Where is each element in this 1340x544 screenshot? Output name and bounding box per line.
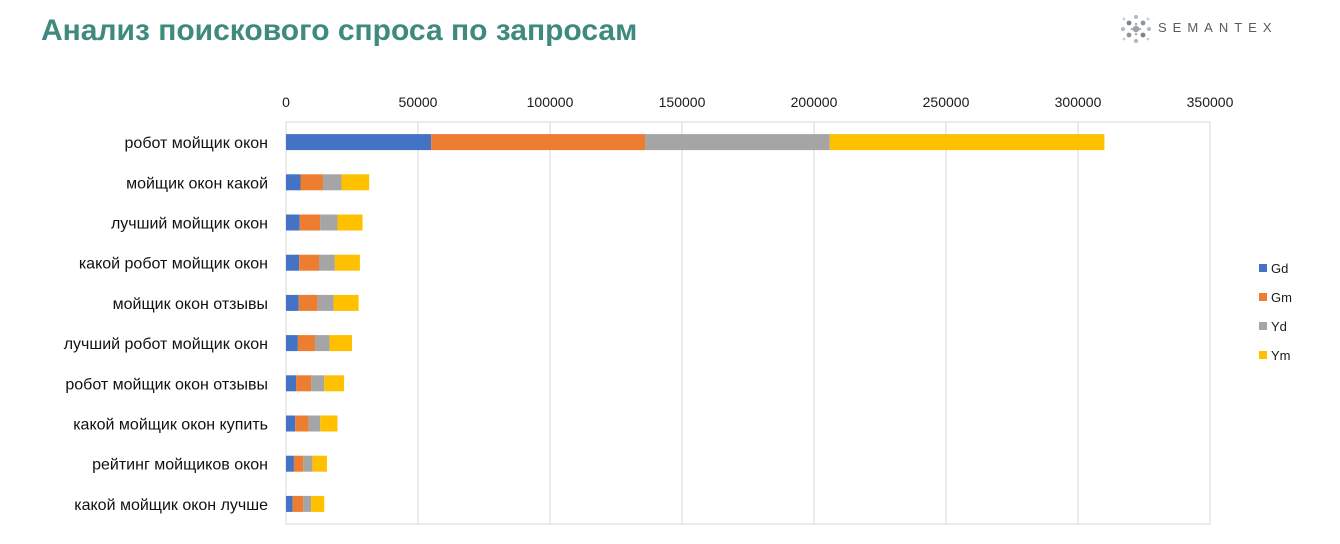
legend-swatch-ym <box>1259 351 1267 359</box>
bar-segment-yd <box>303 455 313 472</box>
bar-segment-gm <box>300 174 323 191</box>
bar-segment-yd <box>303 495 312 512</box>
bar-segment-gd <box>286 375 297 392</box>
x-tick-label: 150000 <box>659 94 706 110</box>
bar-segment-yd <box>319 254 335 271</box>
x-tick-label: 300000 <box>1055 94 1102 110</box>
semantex-logo: SEMANTEX <box>1118 11 1288 47</box>
legend-label: Gm <box>1271 290 1292 305</box>
bar-segment-gd <box>286 415 296 432</box>
logo-wordmark: SEMANTEX <box>1158 20 1278 35</box>
bar-segment-ym <box>320 415 338 432</box>
bar-segment-yd <box>645 134 830 151</box>
bar-segment-ym <box>341 174 370 191</box>
x-tick-label: 200000 <box>791 94 838 110</box>
bar-segment-gd <box>286 254 300 271</box>
bar-segment-ym <box>324 375 345 392</box>
bar-segment-yd <box>320 214 338 231</box>
bar-segment-yd <box>308 415 321 432</box>
legend-label: Yd <box>1271 319 1287 334</box>
bar-segment-gd <box>286 174 301 191</box>
category-label: какой мойщик окон купить <box>73 417 268 434</box>
bar-segment-ym <box>312 455 327 472</box>
bar-segment-ym <box>337 214 363 231</box>
legend-label: Gd <box>1271 261 1288 276</box>
category-label: лучший мойщик окон <box>111 216 268 233</box>
legend-swatch-gm <box>1259 293 1267 301</box>
bar-segment-gd <box>286 134 432 151</box>
x-tick-label: 0 <box>282 94 290 110</box>
bar-segment-ym <box>334 254 360 271</box>
bar-segment-gm <box>299 214 321 231</box>
category-label: робот мойщик окон <box>125 135 268 152</box>
bar-segment-gm <box>431 134 646 151</box>
category-label: какой робот мойщик окон <box>79 256 268 273</box>
bar-segment-yd <box>315 335 330 352</box>
bar-segment-gd <box>286 294 299 311</box>
bar-segment-gd <box>286 214 300 231</box>
bar-segment-ym <box>333 294 359 311</box>
category-label: рейтинг мойщиков окон <box>92 457 268 474</box>
bar-segment-gd <box>286 455 294 472</box>
bar-segment-gm <box>296 375 312 392</box>
legend-label: Ym <box>1271 348 1291 363</box>
x-tick-label: 350000 <box>1187 94 1234 110</box>
category-label: мойщик окон отзывы <box>113 296 268 313</box>
bar-segment-gm <box>297 335 316 352</box>
x-tick-label: 250000 <box>923 94 970 110</box>
bar-segment-gd <box>286 335 298 352</box>
bar-segment-yd <box>317 294 334 311</box>
category-label: робот мойщик окон отзывы <box>65 376 268 393</box>
plot-area <box>285 121 1211 525</box>
legend-swatch-gd <box>1259 264 1267 272</box>
page-title: Анализ поискового спроса по запросам <box>41 14 638 47</box>
bar-segment-gm <box>299 254 319 271</box>
x-tick-label: 100000 <box>527 94 574 110</box>
bar-segment-yd <box>322 174 342 191</box>
bar-segment-gm <box>295 415 309 432</box>
category-label: мойщик окон какой <box>126 175 268 192</box>
bar-segment-gm <box>292 495 304 512</box>
bar-segment-ym <box>311 495 325 512</box>
legend-swatch-yd <box>1259 322 1267 330</box>
bar-segment-ym <box>829 134 1105 151</box>
bar-segment-ym <box>329 335 352 352</box>
bar-segment-gd <box>286 495 293 512</box>
bar-segment-gm <box>293 455 304 472</box>
bar-segment-yd <box>311 375 325 392</box>
category-label: какой мойщик окон лучше <box>74 497 268 514</box>
molecule-icon <box>1121 15 1151 43</box>
category-label: лучший робот мойщик окон <box>64 336 268 353</box>
x-tick-label: 50000 <box>399 94 438 110</box>
bar-segment-gm <box>298 294 318 311</box>
